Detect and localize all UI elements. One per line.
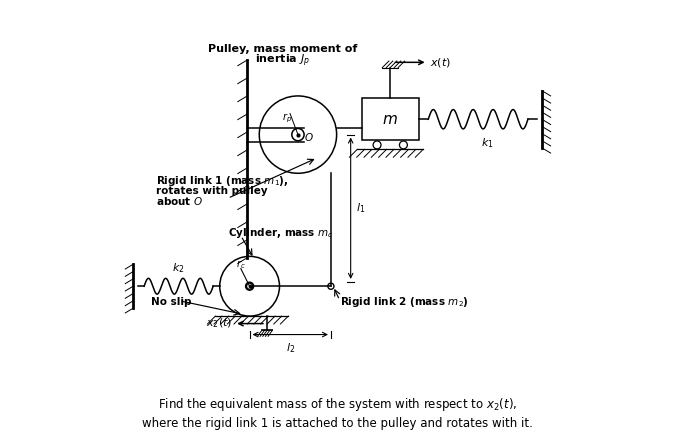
Text: about $O$: about $O$	[157, 195, 204, 207]
Text: Rigid link 2 (mass $m_2$): Rigid link 2 (mass $m_2$)	[340, 295, 468, 308]
Text: $O$: $O$	[304, 131, 314, 143]
Text: Find the equivalent mass of the system with respect to $x_2(t)$,: Find the equivalent mass of the system w…	[158, 396, 517, 413]
Text: $x_2(t)$: $x_2(t)$	[206, 317, 232, 330]
Text: $l_1$: $l_1$	[356, 201, 365, 215]
Text: rotates with pulley: rotates with pulley	[157, 186, 268, 196]
Circle shape	[328, 283, 334, 289]
Text: $k_1$: $k_1$	[481, 136, 493, 150]
Text: No slip: No slip	[151, 297, 191, 307]
Text: $x(t)$: $x(t)$	[430, 56, 451, 69]
Text: Cylinder, mass $m_c$: Cylinder, mass $m_c$	[227, 227, 333, 240]
Text: inertia $J_p$: inertia $J_p$	[255, 53, 310, 69]
Text: $r_c$: $r_c$	[236, 259, 246, 271]
Text: Pulley, mass moment of: Pulley, mass moment of	[208, 44, 357, 54]
Circle shape	[246, 283, 252, 289]
Text: $r_p$: $r_p$	[282, 111, 292, 125]
Text: Rigid link 1 (mass $m_1$),: Rigid link 1 (mass $m_1$),	[157, 174, 289, 188]
Text: where the rigid link 1 is attached to the pulley and rotates with it.: where the rigid link 1 is attached to th…	[142, 417, 533, 430]
Text: $m$: $m$	[382, 112, 398, 127]
Text: $l_2$: $l_2$	[286, 341, 295, 355]
Text: $k_2$: $k_2$	[172, 261, 185, 275]
Bar	[362, 98, 418, 140]
